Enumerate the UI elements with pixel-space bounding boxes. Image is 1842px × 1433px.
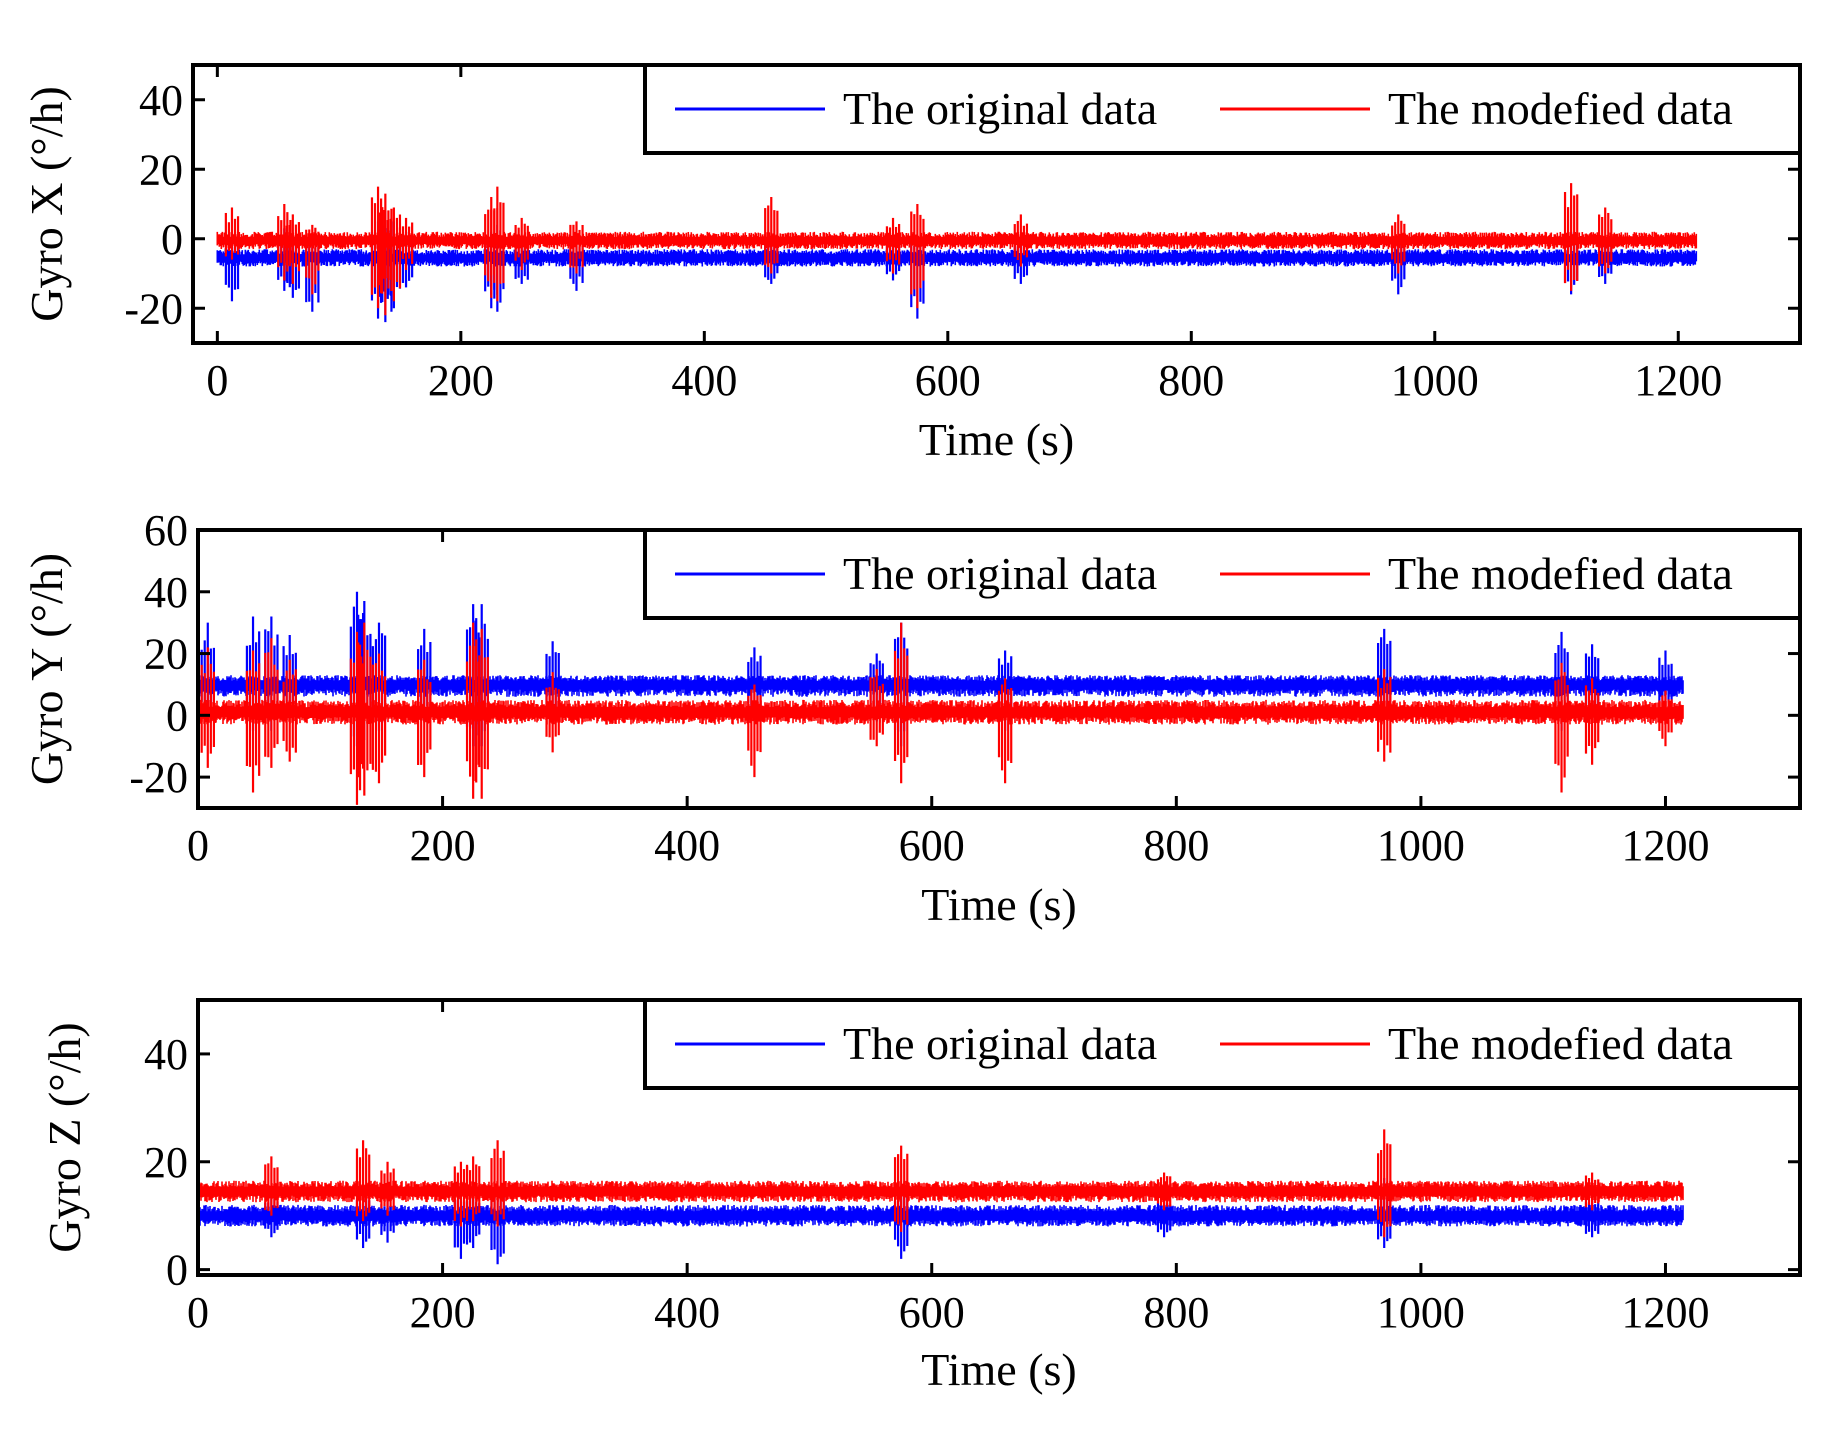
legend: The original data The modefied data [643, 528, 1802, 620]
panel-gyro-z: 0 200 400 600 800 1000 1200 0 20 40 Time (s) Gyro Z… [39, 998, 1802, 1395]
y-tick-label: -20 [124, 284, 183, 333]
x-tick-label: 1000 [1377, 821, 1465, 870]
legend-label: The modefied data [1388, 1018, 1733, 1069]
x-tick-label: 800 [1143, 1288, 1209, 1337]
x-tick-label: 400 [654, 821, 720, 870]
x-tick-label: 600 [899, 821, 965, 870]
panel-gyro-y: 0 200 400 600 800 1000 1200 -20 0 20 40 60 Time (s) G… [21, 506, 1802, 930]
y-tick-label: 40 [139, 76, 183, 125]
series-modified [216, 183, 1698, 316]
y-tick-label: 60 [144, 506, 188, 555]
x-tick-label: 400 [671, 356, 737, 405]
legend-label: The modefied data [1388, 83, 1733, 134]
y-tick-label: 20 [144, 1138, 188, 1187]
y-tick-label: 0 [166, 691, 188, 740]
plot-area [198, 1129, 1684, 1265]
plot-area [198, 591, 1684, 805]
y-axis-title: Gyro X (°/h) [21, 86, 72, 322]
y-tick-label: 40 [144, 1030, 188, 1079]
y-tick-label: 20 [139, 145, 183, 194]
legend: The original data The modefied data [643, 998, 1802, 1090]
x-tick-label: 200 [410, 1288, 476, 1337]
y-axis-title: Gyro Z (°/h) [39, 1022, 90, 1252]
series-modified [198, 622, 1684, 805]
y-tick-label: 0 [166, 1246, 188, 1295]
y-tick-label: -20 [129, 753, 188, 802]
y-axis-title: Gyro Y (°/h) [21, 553, 72, 785]
legend-label: The original data [843, 548, 1157, 599]
x-tick-label: 0 [187, 1288, 209, 1337]
x-axis-title: Time (s) [919, 414, 1075, 465]
legend-label: The modefied data [1388, 548, 1733, 599]
legend-label: The original data [843, 83, 1157, 134]
x-tick-label: 200 [410, 821, 476, 870]
x-tick-label: 600 [915, 356, 981, 405]
x-tick-label: 1000 [1377, 1288, 1465, 1337]
x-tick-label: 1200 [1634, 356, 1722, 405]
y-tick-label: 0 [161, 215, 183, 264]
x-tick-label: 400 [654, 1288, 720, 1337]
plot-area [216, 183, 1698, 323]
y-tick-label: 20 [144, 630, 188, 679]
x-tick-label: 0 [187, 821, 209, 870]
x-tick-label: 800 [1158, 356, 1224, 405]
x-tick-label: 1000 [1391, 356, 1479, 405]
legend: The original data The modefied data [643, 63, 1802, 155]
series-modified [198, 1129, 1684, 1238]
x-axis-title: Time (s) [921, 879, 1077, 930]
y-tick-label: 40 [144, 568, 188, 617]
x-tick-label: 1200 [1621, 821, 1709, 870]
legend-label: The original data [843, 1018, 1157, 1069]
x-tick-label: 600 [899, 1288, 965, 1337]
x-tick-label: 0 [206, 356, 228, 405]
panel-gyro-x: 0 200 400 600 800 1000 1200 -20 0 20 40 Time (s) Gyr… [21, 63, 1802, 465]
x-tick-label: 800 [1143, 821, 1209, 870]
x-tick-label: 200 [428, 356, 494, 405]
x-axis-title: Time (s) [921, 1344, 1077, 1395]
x-tick-label: 1200 [1621, 1288, 1709, 1337]
